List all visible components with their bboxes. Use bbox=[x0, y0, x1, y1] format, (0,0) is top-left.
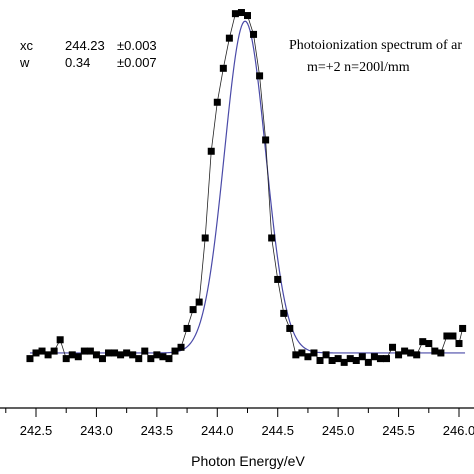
data-point bbox=[80, 347, 88, 355]
x-tick-label: 244.0 bbox=[201, 423, 234, 438]
data-point bbox=[346, 355, 354, 363]
data-point bbox=[304, 353, 312, 361]
fit-param-error-w: ±0.007 bbox=[117, 55, 157, 70]
data-point bbox=[44, 351, 52, 359]
fit-parameters: xc 244.23 ±0.003 w 0.34 ±0.007 bbox=[19, 38, 157, 70]
data-point bbox=[310, 349, 318, 357]
data-point bbox=[407, 349, 415, 357]
data-point bbox=[340, 358, 348, 366]
x-tick-labels: 242.5 243.0 243.5 244.0 244.5 245.0 245.5 246.0 bbox=[20, 423, 474, 438]
data-point bbox=[62, 355, 70, 363]
data-point bbox=[135, 355, 143, 363]
data-point bbox=[443, 332, 451, 340]
data-point bbox=[189, 306, 197, 314]
data-point bbox=[195, 298, 203, 306]
data-point bbox=[38, 347, 46, 355]
data-point bbox=[177, 343, 185, 351]
x-tick-label: 245.0 bbox=[322, 423, 355, 438]
data-point bbox=[92, 351, 100, 359]
data-point bbox=[298, 349, 306, 357]
data-point bbox=[207, 147, 215, 155]
data-point bbox=[419, 338, 427, 346]
data-point bbox=[382, 355, 390, 363]
data-point bbox=[123, 349, 131, 357]
data-point bbox=[262, 136, 270, 144]
x-tick-label: 243.0 bbox=[80, 423, 113, 438]
data-point bbox=[286, 324, 294, 332]
data-point bbox=[459, 324, 467, 332]
data-point bbox=[68, 351, 76, 359]
data-point bbox=[389, 343, 397, 351]
x-tick-label: 245.5 bbox=[382, 423, 415, 438]
data-point bbox=[449, 332, 457, 340]
data-point bbox=[153, 351, 161, 359]
data-point bbox=[401, 347, 409, 355]
data-point bbox=[250, 30, 258, 38]
x-tick-label: 242.5 bbox=[20, 423, 53, 438]
data-point bbox=[231, 10, 239, 18]
data-point bbox=[117, 351, 125, 359]
x-axis-title: Photon Energy/eV bbox=[191, 453, 305, 469]
fit-curve bbox=[29, 20, 466, 354]
data-point bbox=[455, 340, 463, 348]
data-point bbox=[111, 349, 119, 357]
data-point bbox=[292, 351, 300, 359]
annotation-subtitle: m=+2 n=200l/mm bbox=[307, 60, 410, 75]
data-point bbox=[268, 234, 276, 242]
data-point bbox=[237, 9, 245, 17]
data-point bbox=[316, 357, 324, 364]
data-point bbox=[86, 347, 94, 355]
data-point bbox=[328, 357, 336, 364]
data-point bbox=[334, 355, 342, 363]
fit-param-value-w: 0.34 bbox=[65, 55, 90, 70]
data-point bbox=[370, 353, 378, 361]
data-point bbox=[364, 358, 372, 366]
data-point bbox=[225, 34, 233, 42]
data-point bbox=[322, 351, 330, 359]
x-tick-label: 244.5 bbox=[261, 423, 294, 438]
data-point bbox=[425, 340, 433, 348]
x-ticks bbox=[5, 408, 460, 417]
x-tick-label: 246.0 bbox=[443, 423, 474, 438]
data-point bbox=[244, 12, 251, 20]
chart-annotation: Photoionization spectrum of ar m=+2 n=20… bbox=[289, 38, 462, 75]
data-point bbox=[219, 64, 227, 72]
data-point bbox=[98, 355, 106, 363]
data-point bbox=[256, 72, 264, 80]
data-point bbox=[147, 355, 155, 363]
data-point bbox=[129, 351, 137, 359]
data-point bbox=[431, 347, 439, 355]
fit-param-value-xc: 244.23 bbox=[65, 38, 105, 53]
fit-param-error-xc: ±0.003 bbox=[117, 38, 157, 53]
plot-area: 242.5 243.0 243.5 244.0 244.5 245.0 245.5 246.0 bbox=[0, 9, 474, 438]
data-point bbox=[56, 336, 64, 344]
data-point bbox=[159, 353, 167, 361]
fit-param-name-w: w bbox=[19, 55, 30, 70]
data-point bbox=[141, 347, 149, 355]
data-point bbox=[358, 353, 366, 361]
data-point bbox=[352, 357, 360, 364]
fit-param-name-xc: xc bbox=[20, 38, 34, 53]
data-point bbox=[26, 355, 34, 363]
data-point bbox=[105, 349, 113, 357]
data-point bbox=[165, 355, 173, 363]
data-point bbox=[50, 347, 58, 355]
data-point bbox=[213, 98, 221, 106]
x-tick-label: 243.5 bbox=[141, 423, 174, 438]
data-point bbox=[171, 347, 179, 355]
data-point bbox=[280, 309, 288, 317]
data-point bbox=[74, 353, 82, 361]
data-point bbox=[376, 355, 384, 363]
data-point bbox=[413, 351, 421, 359]
data-point bbox=[437, 349, 445, 357]
data-point bbox=[274, 275, 282, 283]
annotation-title: Photoionization spectrum of ar bbox=[289, 38, 462, 53]
data-markers bbox=[26, 9, 467, 366]
data-point bbox=[32, 349, 40, 357]
data-point bbox=[201, 234, 209, 242]
data-point bbox=[183, 324, 191, 332]
data-point bbox=[395, 351, 403, 359]
